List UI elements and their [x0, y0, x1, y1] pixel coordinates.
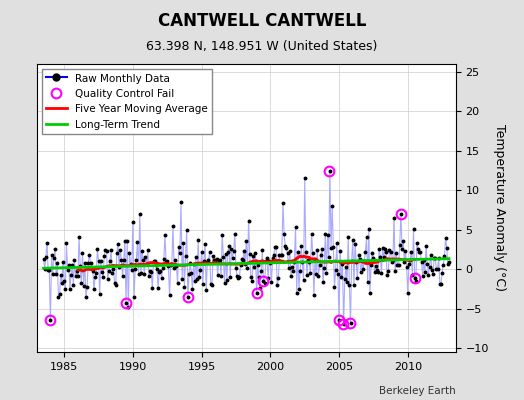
Text: Berkeley Earth: Berkeley Earth — [379, 386, 456, 396]
Text: CANTWELL CANTWELL: CANTWELL CANTWELL — [158, 12, 366, 30]
Y-axis label: Temperature Anomaly (°C): Temperature Anomaly (°C) — [493, 124, 506, 292]
Legend: Raw Monthly Data, Quality Control Fail, Five Year Moving Average, Long-Term Tren: Raw Monthly Data, Quality Control Fail, … — [42, 69, 212, 134]
Text: 63.398 N, 148.951 W (United States): 63.398 N, 148.951 W (United States) — [146, 40, 378, 53]
